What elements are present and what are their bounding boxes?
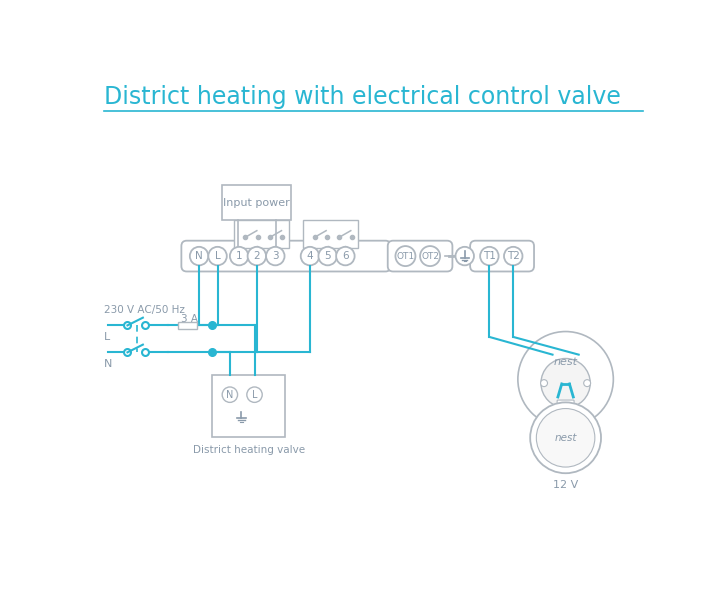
Text: 12 V: 12 V [553,480,578,490]
FancyBboxPatch shape [470,241,534,271]
Text: nest: nest [554,433,577,443]
Circle shape [190,247,208,266]
FancyBboxPatch shape [557,400,574,409]
FancyBboxPatch shape [181,241,391,271]
Text: N: N [195,251,203,261]
Circle shape [584,380,590,387]
Circle shape [318,247,337,266]
Text: N: N [226,390,234,400]
Circle shape [456,247,474,266]
Text: 6: 6 [342,251,349,261]
Text: L: L [252,390,257,400]
Text: nest: nest [553,358,577,367]
Circle shape [395,246,416,266]
Text: 2: 2 [253,251,260,261]
FancyBboxPatch shape [222,185,291,220]
Circle shape [541,380,547,387]
Circle shape [530,402,601,473]
Circle shape [541,359,590,407]
Circle shape [301,247,319,266]
Text: 1: 1 [236,251,242,261]
Text: 230 V AC/50 Hz: 230 V AC/50 Hz [103,305,184,315]
Circle shape [222,387,237,402]
Text: T2: T2 [507,251,520,261]
Text: L: L [103,332,110,342]
FancyBboxPatch shape [303,220,358,248]
FancyBboxPatch shape [234,220,289,248]
Text: District heating valve: District heating valve [193,445,305,455]
Circle shape [480,247,499,266]
Circle shape [230,247,248,266]
Text: T1: T1 [483,251,496,261]
Text: District heating with electrical control valve: District heating with electrical control… [103,85,620,109]
FancyBboxPatch shape [388,241,452,271]
Circle shape [266,247,285,266]
Circle shape [248,247,266,266]
Circle shape [336,247,355,266]
Circle shape [420,246,440,266]
Text: 3: 3 [272,251,279,261]
Text: 3 A: 3 A [181,314,198,324]
Text: Input power: Input power [223,198,290,207]
Circle shape [247,387,262,402]
Circle shape [518,331,614,427]
Circle shape [504,247,523,266]
Text: 5: 5 [325,251,331,261]
FancyBboxPatch shape [212,375,285,437]
Text: N: N [103,359,112,369]
Text: OT2: OT2 [421,252,439,261]
FancyBboxPatch shape [178,321,197,329]
Text: OT1: OT1 [396,252,414,261]
Text: 4: 4 [306,251,313,261]
Circle shape [537,409,595,467]
Text: L: L [215,251,221,261]
Circle shape [208,247,227,266]
